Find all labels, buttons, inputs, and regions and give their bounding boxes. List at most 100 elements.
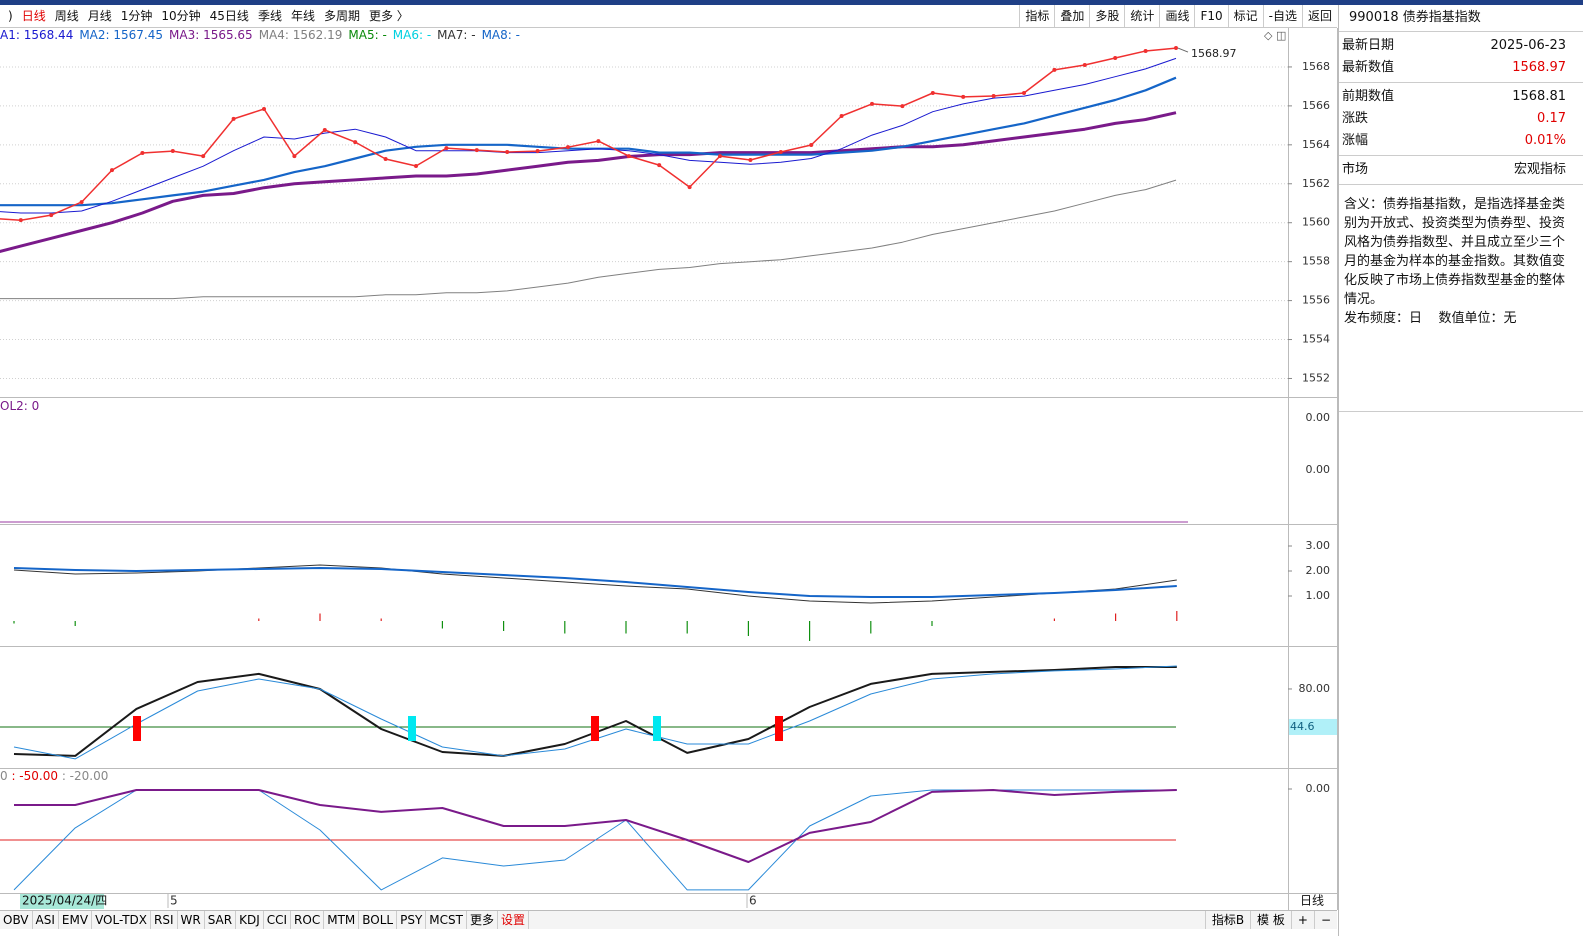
legend-item: MA5: - — [348, 28, 386, 42]
point — [687, 185, 692, 190]
point — [262, 106, 266, 111]
tool-button[interactable]: 统计 — [1124, 5, 1159, 27]
tool-button[interactable]: 画线 — [1159, 5, 1194, 27]
period-tab[interactable]: 季线 — [257, 9, 282, 23]
info-value: 宏观指标 — [1513, 162, 1566, 177]
tool-button[interactable]: F10 — [1194, 5, 1227, 27]
y-tick-label: 1558 — [1302, 255, 1330, 268]
icon[interactable]: ◫ — [1276, 29, 1286, 42]
indicator-tab[interactable]: BOLL — [359, 911, 398, 929]
period-tab[interactable]: 月线 — [87, 9, 112, 23]
tool-button[interactable]: 叠加 — [1054, 5, 1089, 27]
legend: A1: 1568.44 MA2: 1567.45 MA3: 1565.65 MA4: … — [0, 28, 520, 42]
y-tick-label: 1562 — [1302, 177, 1330, 190]
tool-button[interactable]: 多股 — [1089, 5, 1124, 27]
point — [414, 164, 418, 169]
y-tick-label: 0.00 — [1306, 411, 1331, 424]
legend-item: A1: 1568.44 — [0, 28, 73, 42]
y-tick-label: 1.00 — [1306, 589, 1331, 602]
info-value: 2025-06-23 — [1490, 38, 1566, 53]
tool-button[interactable]: 返回 — [1301, 5, 1337, 27]
indicator-tool[interactable]: 指标B — [1204, 911, 1250, 929]
indicator-tab[interactable]: KDJ — [236, 911, 264, 929]
indicator-tab[interactable]: 更多 — [467, 911, 498, 929]
chart-area: ◇ ◫ 1552 1554 1556 1558 1560 1562 1564 1566 1568… — [0, 28, 1338, 910]
period-tab[interactable]: 10分钟 — [161, 9, 201, 23]
tool-button[interactable]: 指标 — [1019, 5, 1054, 27]
info-value: 1568.81 — [1512, 89, 1566, 104]
period-tab[interactable]: 多周期 — [323, 9, 360, 23]
y-tick-label: 0.00 — [1306, 463, 1331, 476]
last-pointer — [1177, 47, 1189, 53]
description: 含义：债券指基指数，是指选择基金类别为开放式、投资类型为债券型、投资风格为债券指… — [1339, 185, 1583, 412]
legend-item: MA8: - — [482, 28, 520, 42]
icon[interactable]: ◇ — [1264, 29, 1273, 42]
point — [930, 91, 935, 96]
tool-button[interactable]: 标记 — [1227, 5, 1263, 27]
legend-item: : -20.00 — [58, 769, 108, 783]
title-strip — [0, 0, 1583, 5]
y-tick-label: 1552 — [1302, 371, 1330, 384]
indicator-tab[interactable]: ASI — [33, 911, 59, 929]
point — [444, 146, 449, 151]
period-tab[interactable]: 更多 〉 — [368, 9, 409, 23]
point — [596, 139, 601, 144]
period-tab[interactable]: 周线 — [54, 9, 79, 23]
period-tab[interactable]: 日线 — [21, 9, 46, 23]
point — [49, 213, 54, 218]
y-tick-label: 80.00 — [1299, 682, 1331, 695]
y-tick-label: 1556 — [1302, 294, 1330, 307]
info-panel: 990018 债券指基指数 最新日期 2025-06-23 最新数值 1568.97 前… — [1338, 5, 1583, 936]
info-key: 前期数值 — [1342, 89, 1395, 104]
point — [718, 154, 722, 159]
indicator-tab[interactable]: VOL-TDX — [92, 911, 151, 929]
x-tick-label: 6 — [749, 894, 757, 908]
series-line — [0, 57, 1177, 214]
point — [1143, 48, 1148, 53]
period-tab[interactable]: 年线 — [290, 9, 315, 23]
indicator-tab[interactable]: OBV — [0, 911, 33, 929]
cursor-badge — [20, 894, 104, 909]
tool-button[interactable]: -自选 — [1262, 5, 1302, 27]
meta: 发布频度：日 数值单位：无 — [1344, 309, 1568, 328]
series-line — [0, 76, 1177, 207]
y-tick-label: 0.00 — [1306, 782, 1331, 795]
indicator-tool[interactable]: + — [1290, 911, 1314, 929]
desc-text: 含义：债券指基指数，是指选择基金类别为开放式、投资类型为债券型、投资风格为债券指… — [1344, 197, 1566, 307]
indicator-tab[interactable]: PSY — [397, 911, 427, 929]
indicator-tab[interactable]: MCST — [426, 911, 467, 929]
indicator-tab[interactable]: MTM — [324, 911, 360, 929]
point — [140, 151, 145, 156]
point — [505, 150, 510, 155]
period-label: 日线 — [1300, 894, 1324, 908]
period-tab[interactable]: 45日线 — [209, 9, 249, 23]
indicator-tab[interactable]: RSI — [151, 911, 178, 929]
indicator-tool[interactable]: 模 板 — [1250, 911, 1291, 929]
y-tick-label: 1564 — [1302, 138, 1330, 151]
indicator-tab[interactable]: CCI — [264, 911, 292, 929]
series-line — [13, 665, 1177, 760]
axis-column — [1288, 28, 1338, 910]
indicator-tool[interactable]: − — [1313, 911, 1337, 929]
legend-item: : -50.00 — [11, 769, 58, 783]
info-group: 市场 宏观指标 — [1339, 156, 1583, 185]
indicator-tab[interactable]: 设置 — [498, 911, 530, 929]
legend-item: OL2: 0 — [0, 399, 39, 413]
info-key: 涨幅 — [1342, 133, 1369, 148]
indicator-tab[interactable]: ROC — [291, 911, 325, 929]
period-tab[interactable]: 1分钟 — [120, 9, 153, 23]
legend: OL2: 0 — [0, 399, 39, 413]
indicator-tab[interactable]: SAR — [205, 911, 237, 929]
indicator-tab[interactable]: WR — [178, 911, 205, 929]
info-key: 最新日期 — [1342, 38, 1395, 53]
info-row: 涨跌 0.17 — [1339, 108, 1583, 130]
point — [809, 143, 814, 148]
point — [870, 101, 874, 106]
legend-item: MA4: 1562.19 — [259, 28, 343, 42]
y-tick-label: 1560 — [1302, 216, 1330, 229]
indicator-tab[interactable]: EMV — [59, 911, 93, 929]
legend-item: MA3: 1565.65 — [169, 28, 253, 42]
period-tab[interactable]: ) — [8, 9, 13, 23]
reference-badge — [1289, 718, 1337, 735]
